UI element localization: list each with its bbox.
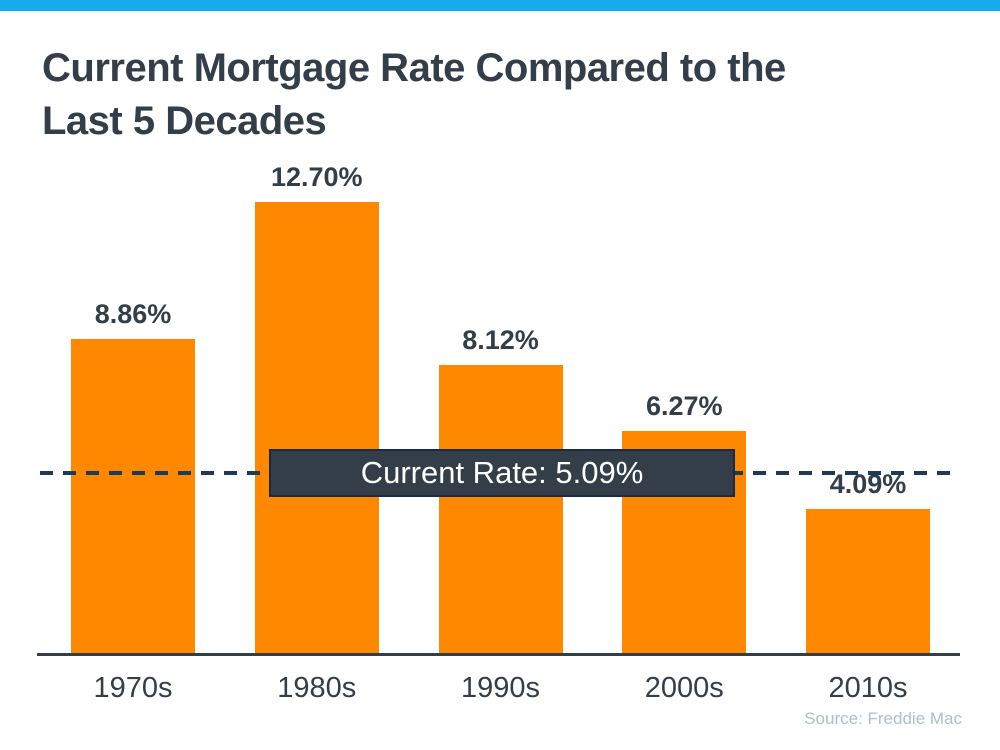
category-label-2000s: 2000s <box>644 672 724 704</box>
bar-1980s <box>254 202 379 655</box>
category-label-1990s: 1990s <box>460 672 540 704</box>
chart-title-line-2: Last 5 Decades <box>42 99 327 143</box>
x-axis-line <box>37 653 960 656</box>
value-label-1990s: 8.12% <box>462 325 539 355</box>
source-attribution: Source: Freddie Mac <box>804 709 962 728</box>
value-label-2000s: 6.27% <box>645 391 723 421</box>
bar-2010s <box>806 509 930 655</box>
value-label-1970s: 8.86% <box>94 299 172 329</box>
current-rate-callout: Current Rate: 5.09% <box>269 449 735 497</box>
bar-1990s <box>438 365 563 655</box>
chart-title-line-1: Current Mortgage Rate Compared to the <box>42 46 786 90</box>
bar-1970s <box>71 339 195 655</box>
category-label-2010s: 2010s <box>828 672 908 704</box>
category-label-1970s: 1970s <box>93 672 173 704</box>
top-accent-bar <box>0 0 1000 11</box>
value-label-1980s: 12.70% <box>270 162 363 192</box>
category-label-1980s: 1980s <box>277 672 357 704</box>
chart-title: Current Mortgage Rate Compared to the La… <box>42 42 962 148</box>
